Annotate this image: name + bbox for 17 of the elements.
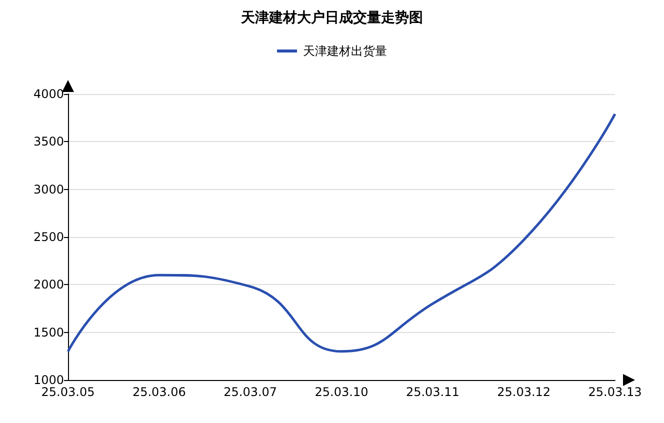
y-tick-label: 1500 bbox=[33, 325, 64, 340]
x-tick-label: 25.03.06 bbox=[132, 385, 186, 399]
legend-label: 天津建材出货量 bbox=[303, 44, 387, 58]
chart-title: 天津建材大户日成交量走势图 bbox=[240, 9, 423, 26]
x-tick-label: 25.03.12 bbox=[497, 385, 551, 399]
line-series bbox=[66, 112, 616, 353]
y-tick-label: 3000 bbox=[33, 182, 64, 196]
y-tick-label: 2500 bbox=[33, 230, 64, 244]
y-tick-label: 1000 bbox=[33, 373, 64, 387]
x-tick-label: 25.03.05 bbox=[41, 385, 95, 399]
y-tick-label: 2000 bbox=[33, 278, 64, 292]
x-tick-label: 25.03.11 bbox=[406, 385, 460, 399]
y-tick-label: 4000 bbox=[33, 87, 64, 101]
x-tick-label: 25.03.13 bbox=[588, 385, 642, 399]
y-tick-label: 3500 bbox=[33, 134, 64, 149]
x-tick-label: 25.03.10 bbox=[314, 385, 368, 399]
x-tick-label: 25.03.07 bbox=[224, 385, 278, 399]
